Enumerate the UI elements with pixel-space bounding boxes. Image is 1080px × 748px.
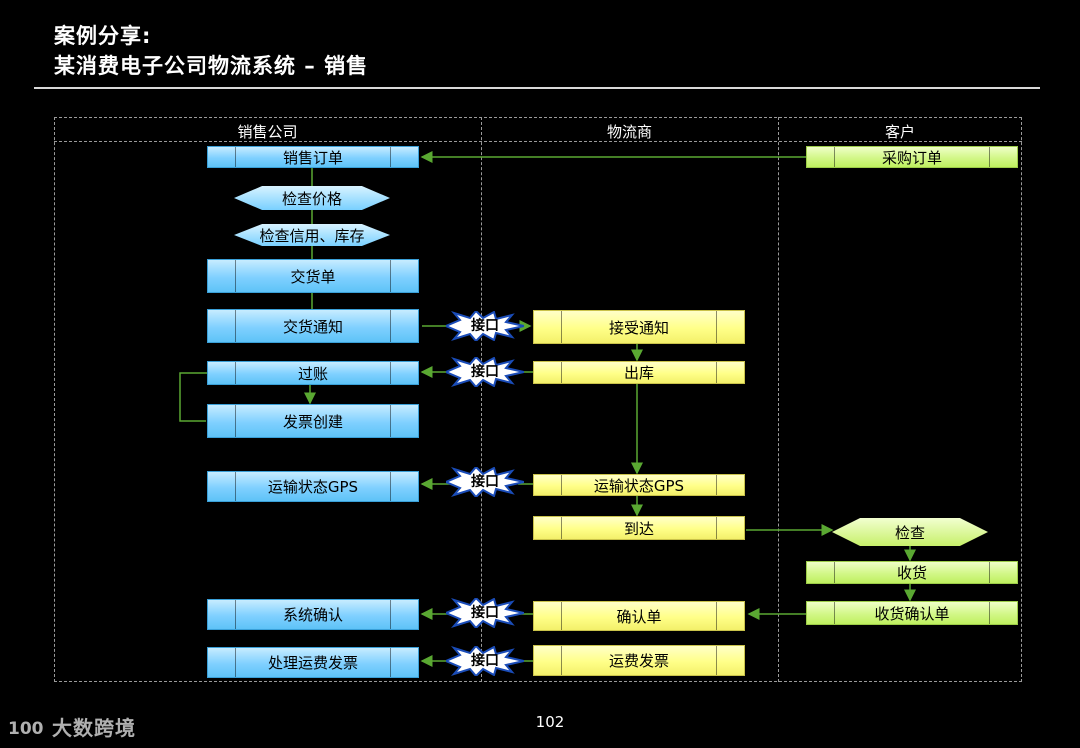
interface-5: 接口	[446, 646, 524, 676]
slide-title-line2: 某消费电子公司物流系统 – 销售	[54, 54, 369, 78]
lane-title-customer: 客户	[884, 123, 915, 141]
interface-burst-icon	[446, 467, 524, 497]
sales-gps-box: 运输状态GPS	[207, 471, 419, 502]
check-price-label: 检查价格	[281, 189, 342, 208]
logistics-gps-label: 运输状态GPS	[593, 476, 685, 495]
interface-3-label: 接口	[471, 474, 499, 490]
sales-gps-label: 运输状态GPS	[267, 478, 359, 496]
interface-4: 接口	[446, 598, 524, 628]
receive-box: 收货	[806, 561, 1018, 584]
title-divider	[34, 87, 1040, 89]
purchase-order-box: 采购订单	[806, 146, 1018, 168]
check-credit-decision: 检查信用、库存	[234, 224, 390, 246]
freight-invoice-process-label: 处理运费发票	[267, 654, 358, 672]
logistics-freight-invoice-label: 运费发票	[608, 652, 669, 670]
interface-1: 接口	[446, 311, 524, 341]
system-confirm-box: 系统确认	[207, 599, 419, 630]
delivery-note-box: 交货单	[207, 259, 419, 293]
receive-label: 收货	[896, 564, 927, 582]
logistics-freight-invoice-box: 运费发票	[533, 645, 745, 676]
sales-order-label: 销售订单	[282, 148, 343, 167]
purchase-order-label: 采购订单	[881, 148, 942, 167]
interface-2-label: 接口	[471, 364, 499, 380]
receipt-confirm-box: 收货确认单	[806, 601, 1018, 625]
inspect-label: 检查	[894, 523, 925, 542]
receipt-confirm-label: 收货确认单	[874, 604, 950, 623]
interface-5-label: 接口	[471, 653, 499, 669]
lane-divider-2	[778, 117, 779, 682]
accept-notice-box: 接受通知	[533, 310, 745, 344]
interface-burst-icon	[446, 311, 524, 341]
check-credit-label: 检查信用、库存	[259, 226, 365, 245]
delivery-note-label: 交货单	[290, 267, 336, 286]
brand-name: 大数跨境	[52, 716, 136, 740]
sales-order-box: 销售订单	[207, 146, 419, 168]
brand-logo: 100 大数跨境	[8, 712, 136, 741]
delivery-notice-box: 交货通知	[207, 309, 419, 343]
interface-3: 接口	[446, 467, 524, 497]
interface-burst-icon	[446, 598, 524, 628]
interface-2: 接口	[446, 357, 524, 387]
brand-mark-text: 100	[8, 719, 44, 739]
logistics-gps-box: 运输状态GPS	[533, 474, 745, 496]
posting-box: 过账	[207, 361, 419, 385]
page-number: 102	[535, 713, 565, 731]
lane-header-divider	[54, 141, 1022, 142]
lane-title-sales: 销售公司	[237, 123, 298, 141]
confirm-doc-label: 确认单	[616, 607, 662, 626]
lane-title-logistics: 物流商	[606, 123, 652, 141]
interface-burst-icon	[446, 357, 524, 387]
outbound-box: 出库	[533, 361, 745, 384]
freight-invoice-process-box: 处理运费发票	[207, 647, 419, 678]
delivery-notice-label: 交货通知	[282, 317, 343, 336]
accept-notice-label: 接受通知	[608, 318, 669, 337]
invoice-create-box: 发票创建	[207, 404, 419, 438]
slide-title-line1: 案例分享:	[54, 24, 152, 48]
system-confirm-label: 系统确认	[282, 606, 343, 624]
interface-burst-icon	[446, 646, 524, 676]
confirm-doc-box: 确认单	[533, 601, 745, 631]
check-price-decision: 检查价格	[234, 186, 390, 210]
lane-divider-1	[481, 117, 482, 682]
invoice-create-label: 发票创建	[282, 412, 343, 431]
interface-1-label: 接口	[471, 318, 499, 334]
inspect-decision: 检查	[832, 518, 988, 546]
posting-label: 过账	[297, 364, 328, 383]
swimlane-frame	[54, 117, 1022, 682]
interface-4-label: 接口	[471, 605, 499, 621]
brand-logo-icon: 100	[8, 719, 44, 739]
outbound-label: 出库	[623, 364, 654, 382]
arrival-box: 到达	[533, 516, 745, 540]
arrival-label: 到达	[623, 519, 654, 538]
